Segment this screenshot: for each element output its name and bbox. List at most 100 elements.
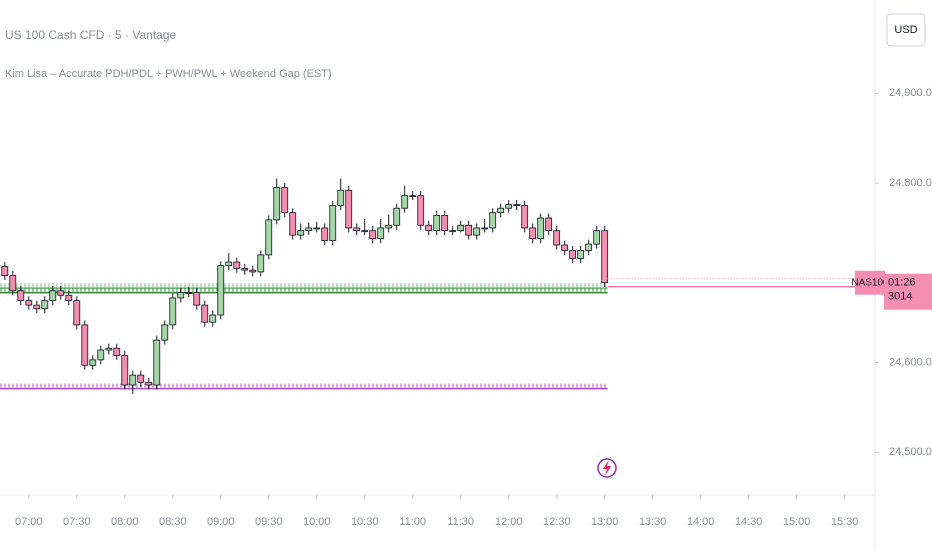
x-tick-label: 14:30	[735, 516, 763, 528]
candle-body	[41, 300, 49, 310]
candle-body	[385, 224, 393, 229]
candle-body	[49, 290, 57, 302]
candle-body	[305, 227, 313, 232]
indicator-title: Kim Lisa – Accurate PDH/PDL + PWH/PWL + …	[5, 68, 332, 80]
candle-body	[17, 290, 25, 302]
x-tick-label: 15:30	[831, 516, 859, 528]
currency-button[interactable]	[886, 13, 926, 47]
candle-body	[113, 347, 121, 356]
candle-body	[105, 347, 113, 351]
x-tick-label: 08:00	[111, 516, 139, 528]
candle-body	[9, 275, 17, 292]
candle-body	[457, 224, 465, 232]
plot	[0, 178, 875, 394]
x-tick-label: 07:30	[63, 516, 91, 528]
candle-body	[209, 314, 217, 323]
candle-body	[257, 254, 265, 273]
currency-label: USD	[894, 24, 917, 36]
candle-body	[561, 244, 569, 251]
candle-body	[177, 292, 185, 299]
candle-body	[481, 227, 489, 230]
x-tick-label: 08:30	[159, 516, 187, 528]
symbol-box	[855, 270, 885, 295]
candle-body	[57, 290, 65, 296]
candle-body	[361, 230, 369, 233]
candle-body	[265, 219, 273, 256]
candle-body	[537, 217, 545, 240]
candle-body	[577, 249, 585, 259]
candle-body	[585, 243, 593, 251]
candle-body	[337, 189, 345, 206]
candle-body	[241, 267, 249, 271]
candle-body	[529, 227, 537, 240]
x-tick-label: 15:00	[783, 516, 811, 528]
candle-body	[417, 195, 425, 226]
candle-body	[65, 294, 73, 302]
candle-body	[73, 300, 81, 326]
candle-body	[593, 230, 601, 245]
candle-body	[569, 249, 577, 259]
candle-body	[297, 230, 305, 236]
candle-body	[225, 261, 233, 267]
x-tick-label: 07:00	[15, 516, 43, 528]
candle-body	[217, 265, 225, 316]
candle-body	[489, 212, 497, 229]
candle-body	[441, 214, 449, 232]
candle-body	[353, 227, 361, 232]
price-fragment: 3014	[888, 291, 912, 303]
candle-body	[89, 359, 97, 366]
x-tick-label: 13:30	[639, 516, 667, 528]
candle-body	[233, 261, 241, 269]
candle-body	[497, 207, 505, 214]
countdown-label: 01:26	[888, 277, 916, 289]
candle-body	[289, 212, 297, 236]
candle-body	[121, 354, 129, 386]
candle-body	[145, 381, 153, 386]
candle-body	[313, 227, 321, 230]
candle-body	[545, 217, 553, 232]
candle-body	[433, 214, 441, 232]
candle-body	[137, 374, 145, 383]
candle-body	[33, 304, 41, 310]
candle-body	[153, 339, 161, 386]
candle-body	[401, 195, 409, 209]
candle-body	[369, 230, 377, 240]
candle-body	[25, 300, 33, 306]
candle-body	[393, 207, 401, 226]
y-tick-label: 24,600.0000	[889, 356, 932, 368]
candle-body	[521, 205, 529, 229]
candle-body	[201, 304, 209, 323]
x-tick-label: 11:30	[447, 516, 474, 528]
candle-body	[601, 230, 609, 284]
candle-body	[1, 266, 9, 276]
x-tick-label: 12:00	[495, 516, 523, 528]
candle-body	[449, 230, 457, 233]
x-tick-label: 13:00	[591, 516, 619, 528]
candle-body	[249, 269, 257, 273]
candle-body	[81, 324, 89, 366]
x-tick-label: 11:00	[399, 516, 426, 528]
candle-body	[425, 224, 433, 232]
candle-body	[553, 230, 561, 246]
candle-body	[321, 227, 329, 241]
candle-body	[129, 374, 137, 386]
candle-body	[409, 195, 417, 198]
candle-body	[513, 204, 521, 207]
y-tick-label: 24,500.0000	[889, 446, 932, 458]
alert-icon[interactable]	[597, 458, 617, 478]
candle-body	[465, 224, 473, 236]
candle-body	[377, 227, 385, 240]
price-labels: NAS100 01:26 3014	[851, 270, 932, 310]
alert-bolt	[603, 460, 611, 476]
candle-body	[505, 204, 513, 209]
candle-body	[329, 205, 337, 241]
y-tick-label: 24,800.0000	[889, 177, 932, 189]
candle-body	[273, 187, 281, 221]
candle-body	[345, 189, 353, 229]
x-tick-label: 10:00	[303, 516, 331, 528]
alert-circle	[597, 458, 617, 478]
y-tick-label: 24,900.0000	[889, 87, 932, 99]
candle-body	[193, 292, 201, 306]
x-tick-label: 09:00	[207, 516, 235, 528]
candle-body	[161, 324, 169, 341]
